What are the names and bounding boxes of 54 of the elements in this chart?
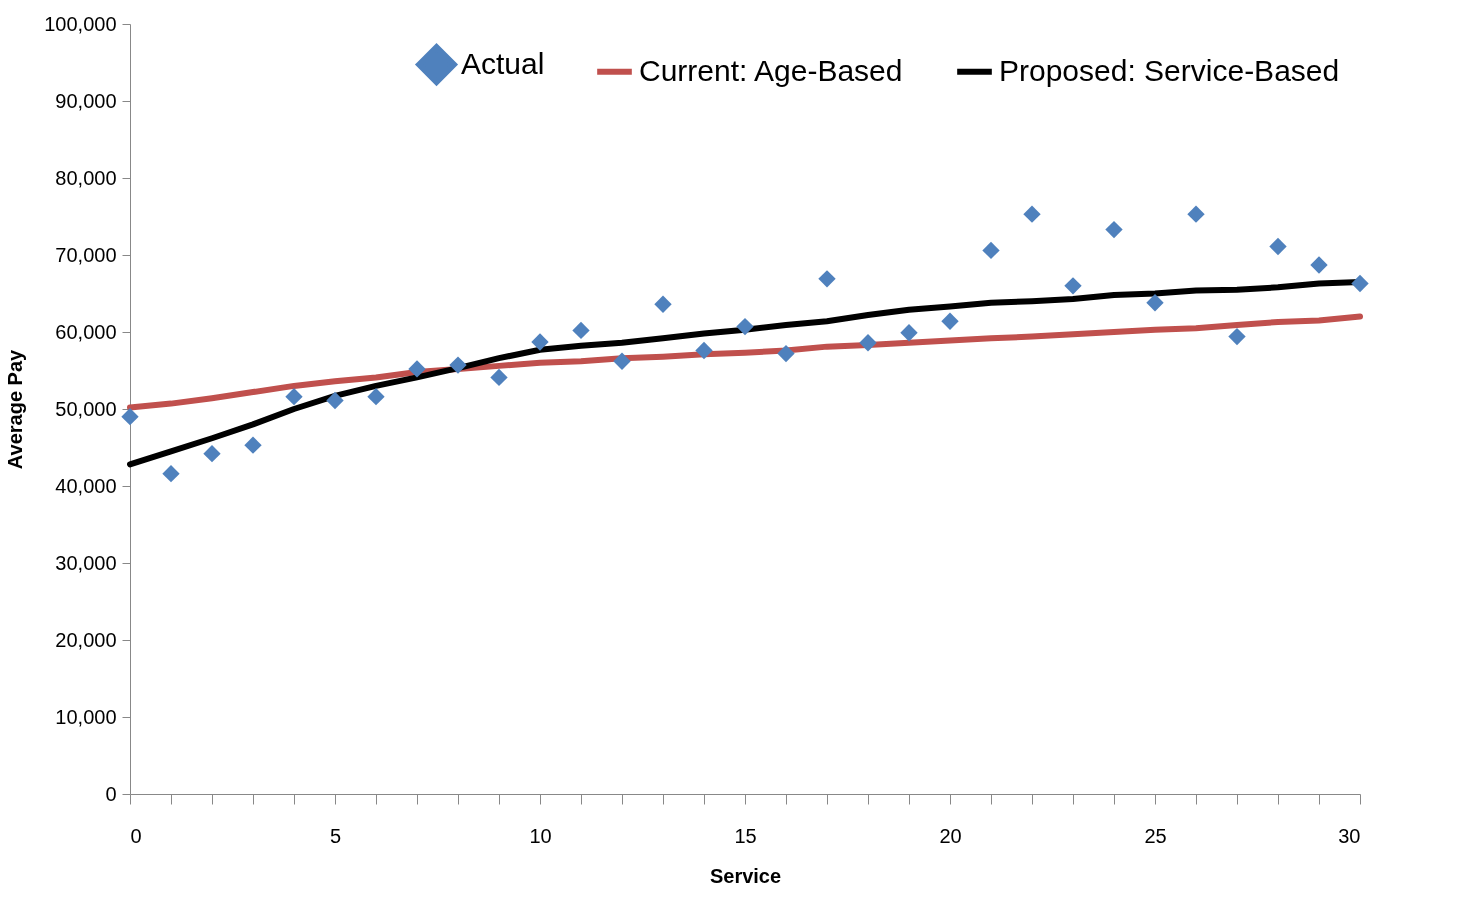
y-tick-label: 10,000 bbox=[55, 705, 117, 728]
y-axis-title: Average Pay bbox=[4, 348, 27, 470]
point bbox=[982, 241, 1000, 260]
point bbox=[203, 445, 221, 463]
x-tick-label: 30 bbox=[1338, 824, 1361, 847]
point bbox=[162, 465, 180, 483]
point bbox=[1269, 237, 1287, 256]
y-tick-label: 60,000 bbox=[55, 320, 117, 343]
y-tick-label: 100,000 bbox=[44, 12, 117, 35]
y-tick-label: 80,000 bbox=[55, 166, 117, 189]
point bbox=[1105, 220, 1123, 239]
legend-label: Current: Age-Based bbox=[639, 53, 903, 87]
y-tick-label: 50,000 bbox=[55, 397, 117, 420]
x-tick-label: 10 bbox=[529, 824, 552, 847]
point bbox=[654, 295, 672, 313]
point bbox=[1228, 327, 1246, 346]
point bbox=[121, 408, 139, 426]
x-axis-title: Service bbox=[709, 864, 782, 887]
point bbox=[1310, 256, 1328, 274]
y-tick-label: 70,000 bbox=[55, 243, 117, 266]
point bbox=[900, 324, 918, 342]
point bbox=[449, 356, 467, 374]
point bbox=[367, 388, 385, 406]
point bbox=[490, 368, 508, 387]
point bbox=[1064, 277, 1082, 295]
y-tick-label: 90,000 bbox=[55, 89, 117, 112]
point bbox=[1187, 205, 1205, 223]
legend-label: Proposed: Service-Based bbox=[999, 53, 1340, 87]
point bbox=[326, 391, 344, 410]
point bbox=[1351, 274, 1369, 293]
y-tick-label: 0 bbox=[105, 782, 117, 805]
point bbox=[1023, 205, 1041, 223]
point bbox=[572, 321, 590, 340]
y-tick-label: 30,000 bbox=[55, 551, 117, 574]
point bbox=[818, 270, 836, 288]
point bbox=[531, 333, 549, 351]
point bbox=[736, 317, 754, 336]
point bbox=[941, 312, 959, 330]
point bbox=[408, 360, 426, 378]
x-tick-label: 0 bbox=[130, 824, 142, 847]
y-tick-label: 20,000 bbox=[55, 628, 117, 651]
legend-label: Actual bbox=[461, 46, 545, 80]
x-tick-label: 20 bbox=[939, 824, 962, 847]
point bbox=[1146, 294, 1164, 312]
y-tick-label: 40,000 bbox=[55, 474, 117, 497]
point bbox=[859, 334, 877, 352]
x-tick-label: 5 bbox=[329, 824, 342, 847]
point bbox=[285, 388, 303, 406]
point bbox=[613, 352, 631, 370]
point bbox=[695, 341, 713, 360]
x-tick-label: 25 bbox=[1144, 824, 1167, 847]
point bbox=[777, 344, 795, 363]
x-tick-label: 15 bbox=[734, 824, 757, 847]
point bbox=[244, 436, 262, 454]
